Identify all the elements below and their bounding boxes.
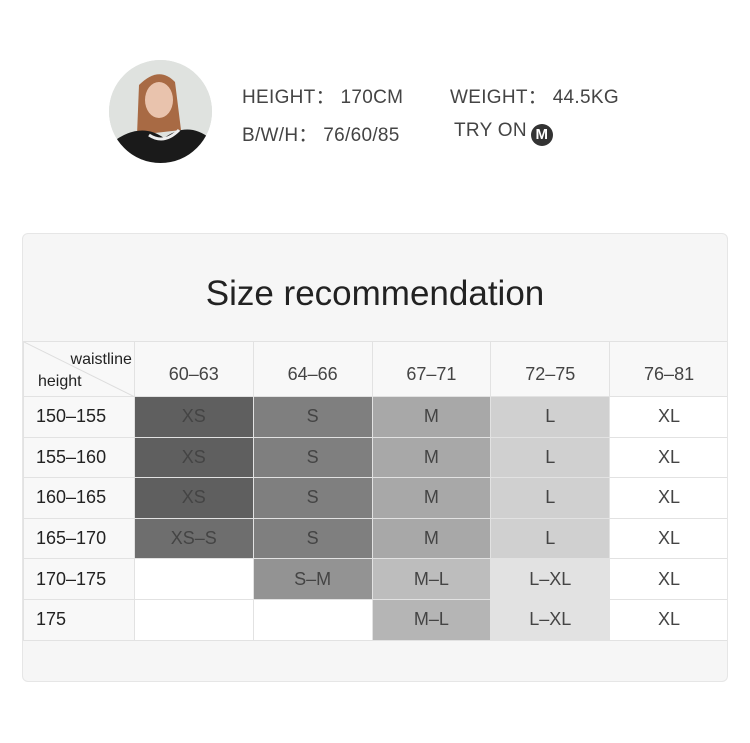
size-recommendation-card: Size recommendation waistline height 60–… <box>22 233 728 682</box>
size-cell: XL <box>609 517 727 560</box>
row-header: 175 <box>23 598 135 641</box>
size-cell: M <box>371 477 492 519</box>
waistline-label: waistline <box>70 351 132 368</box>
size-cell: XL <box>609 558 727 600</box>
table-row: 155–160 XS S M L XL <box>23 436 727 479</box>
row-header: 155–160 <box>23 436 135 479</box>
size-cell: L <box>490 436 611 479</box>
row-header: 165–170 <box>23 517 135 560</box>
size-cell <box>133 558 254 600</box>
corner-header: waistline height <box>23 341 135 397</box>
column-header: 67–71 <box>371 341 492 397</box>
size-cell: XS–S <box>133 517 254 560</box>
size-cell: XL <box>609 396 727 438</box>
size-cell: M–L <box>371 558 492 600</box>
table-row: 165–170 XS–S S M L XL <box>23 517 727 560</box>
model-height: HEIGHT： 170CM <box>242 87 404 108</box>
size-cell: XL <box>609 598 727 641</box>
size-cell: M–L <box>371 598 492 641</box>
size-cell: S <box>252 477 373 519</box>
size-cell: S <box>252 396 373 438</box>
size-cell: XS <box>133 436 254 479</box>
size-badge: M <box>530 124 553 146</box>
size-cell: S <box>252 436 373 479</box>
row-header: 160–165 <box>23 477 135 519</box>
size-cell: L <box>490 396 611 438</box>
size-cell: M <box>371 436 492 479</box>
size-cell: M <box>371 517 492 560</box>
size-table: waistline height 60–63 64–66 67–71 72–75 76–… <box>23 341 727 641</box>
size-cell: S <box>252 517 373 560</box>
size-cell: XS <box>133 396 254 438</box>
column-header: 72–75 <box>490 341 611 397</box>
row-header: 150–155 <box>23 396 135 438</box>
model-weight: WEIGHT： 44.5KG <box>450 87 619 108</box>
row-header: 170–175 <box>23 558 135 600</box>
size-cell: M <box>371 396 492 438</box>
diagonal-divider <box>24 342 135 397</box>
card-title: Size recommendation <box>205 274 545 313</box>
column-header: 60–63 <box>133 341 254 397</box>
table-row: 150–155 XS S M L XL <box>23 396 727 438</box>
height-label: height <box>38 373 82 390</box>
size-cell: XL <box>609 477 727 519</box>
size-cell: XS <box>133 477 254 519</box>
size-cell: S–M <box>252 558 373 600</box>
size-cell <box>252 598 373 641</box>
table-row: 175 M–L L–XL XL <box>23 598 727 641</box>
size-cell: L <box>490 517 611 560</box>
size-cell: L <box>490 477 611 519</box>
table-row: 170–175 S–M M–L L–XL XL <box>23 558 727 600</box>
model-avatar <box>109 60 212 163</box>
size-cell <box>133 598 254 641</box>
size-cell: L–XL <box>490 598 611 641</box>
size-cell: L–XL <box>490 558 611 600</box>
size-cell: XL <box>609 436 727 479</box>
model-bwh: B/W/H： 76/60/85 <box>242 125 400 146</box>
model-try-on: TRY ON M <box>454 120 553 146</box>
column-header: 64–66 <box>252 341 373 397</box>
column-header: 76–81 <box>609 341 727 397</box>
table-row: 160–165 XS S M L XL <box>23 477 727 519</box>
